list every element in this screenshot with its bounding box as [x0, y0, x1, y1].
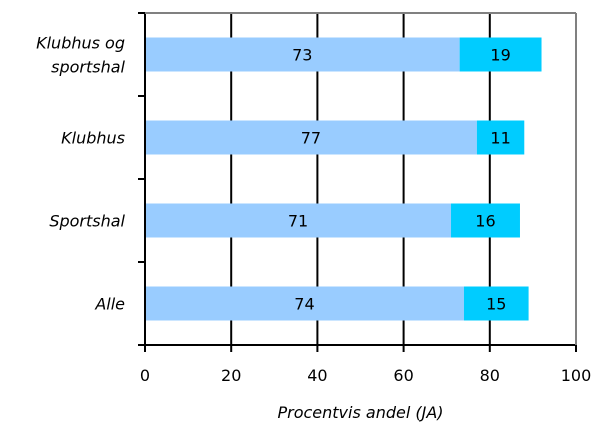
- bar-segment-1: [145, 203, 452, 238]
- x-tick-label: 100: [561, 366, 592, 385]
- bar-segment-2: [463, 286, 529, 321]
- category-label: Klubhus og sportshal: [36, 34, 125, 77]
- bar-segment-1: [145, 286, 464, 321]
- bar-value-label: 77: [301, 129, 321, 148]
- bars: [145, 37, 542, 321]
- category-label-line: Alle: [94, 295, 125, 314]
- bar-value-label: 71: [288, 212, 308, 231]
- bar-segment-1: [145, 37, 460, 72]
- bar-segment-2: [451, 203, 520, 238]
- x-tick-label: 20: [221, 366, 241, 385]
- category-labels: Klubhus og sportshal Klubhus Sportshal Alle: [36, 34, 125, 314]
- x-tick-label: 0: [140, 366, 150, 385]
- bar-value-label: 15: [486, 295, 506, 314]
- bar-labels: 73 19 77 11 71 16 74 15: [288, 46, 511, 314]
- category-label-line: Klubhus og: [36, 34, 125, 53]
- bar-value-label: 16: [475, 212, 495, 231]
- bar-segment-2: [476, 120, 525, 155]
- axes: [138, 12, 577, 352]
- category-label-line: Klubhus: [61, 129, 125, 148]
- bar-value-label: 74: [294, 295, 314, 314]
- bar-segment-1: [145, 120, 477, 155]
- category-label: Klubhus: [61, 129, 125, 148]
- category-label: Sportshal: [49, 212, 125, 231]
- bar-segment-2: [459, 37, 542, 72]
- x-tick-label: 40: [307, 366, 327, 385]
- bar-value-label: 11: [490, 129, 510, 148]
- category-label-line: sportshal: [51, 58, 125, 77]
- x-tick-label: 80: [480, 366, 500, 385]
- x-tick-labels: 0 20 40 60 80 100: [140, 366, 591, 385]
- category-label: Alle: [94, 295, 125, 314]
- x-axis-title: Procentvis andel (JA): [277, 403, 443, 422]
- x-tick-label: 60: [393, 366, 413, 385]
- category-label-line: Sportshal: [49, 212, 125, 231]
- bar-value-label: 19: [490, 46, 510, 65]
- bar-value-label: 73: [292, 46, 312, 65]
